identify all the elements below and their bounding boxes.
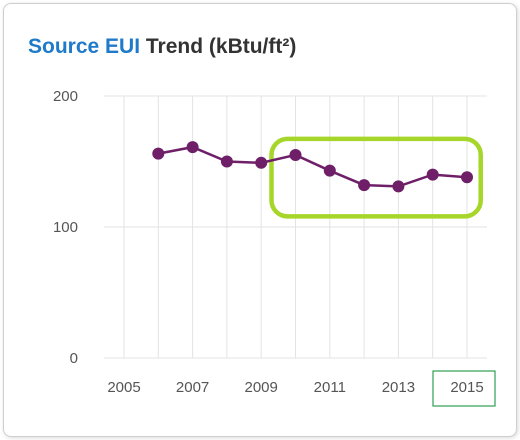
- series-line: [158, 145, 468, 188]
- y-tick-label: 100: [53, 219, 78, 236]
- y-tick-label: 0: [70, 350, 78, 367]
- x-tick-label: 2015: [450, 379, 483, 396]
- x-tick-label: 2009: [245, 379, 278, 396]
- data-point: [392, 180, 405, 193]
- highlight-box: [269, 136, 483, 219]
- x-tick-label: 2005: [107, 379, 140, 396]
- chart-title-accent: Source EUI: [28, 35, 141, 58]
- x-tick-label: 2007: [176, 379, 209, 396]
- x-tick-label: 2013: [382, 379, 415, 396]
- highlight-group: [269, 136, 483, 219]
- data-point: [255, 156, 268, 169]
- data-point: [186, 141, 199, 154]
- chart-title-rest: Trend (kBtu/ft²): [140, 35, 297, 58]
- y-tick-label: 200: [53, 88, 78, 105]
- selected-year-box: [432, 370, 496, 407]
- data-point: [289, 148, 302, 161]
- x-tick-label: 2011: [314, 379, 346, 396]
- data-point: [358, 179, 371, 192]
- data-point: [426, 168, 439, 181]
- grid-lines: [104, 95, 487, 359]
- tick-labels: 200 100 0 2005 2007 2009 2011 2013 2015: [53, 88, 496, 407]
- data-point: [220, 155, 233, 168]
- data-point: [323, 164, 336, 177]
- data-point: [152, 147, 165, 160]
- series-group: [152, 141, 473, 193]
- data-point: [461, 171, 473, 184]
- chart-card: Source EUI Trend (kBtu/ft²): [3, 3, 517, 437]
- chart-title: Source EUI Trend (kBtu/ft²): [28, 35, 296, 59]
